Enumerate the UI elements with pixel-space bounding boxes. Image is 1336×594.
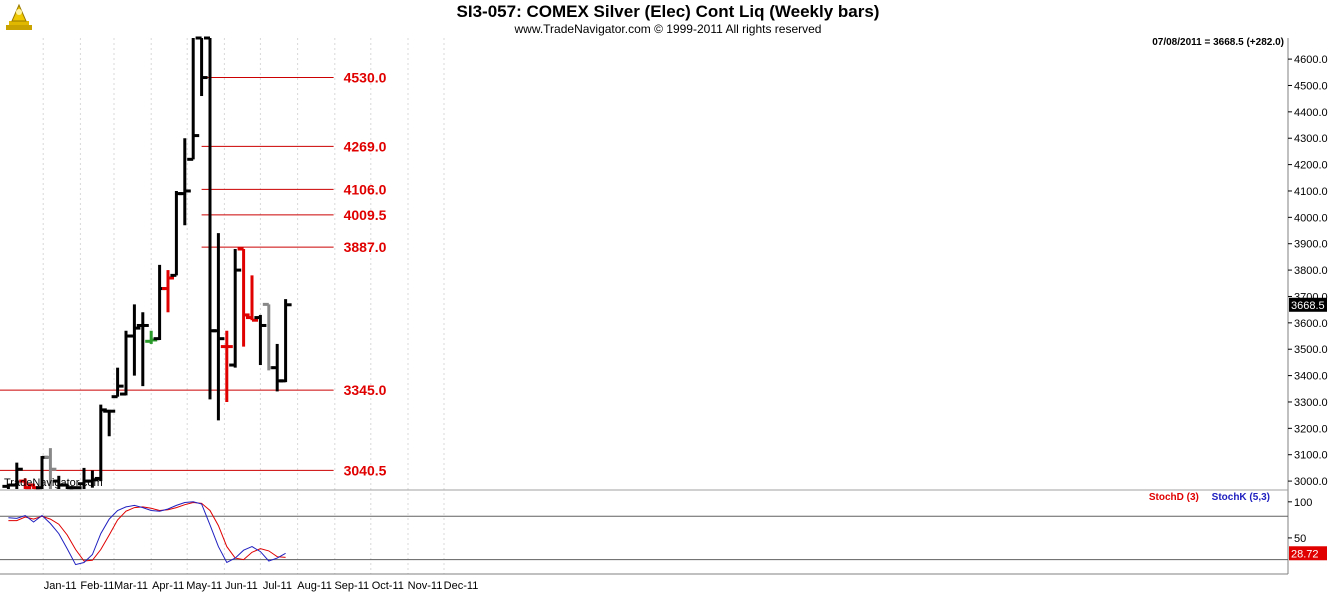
ohlc-bar [153,264,166,341]
price-tick-label: 4200.0 [1294,160,1328,172]
ohlc-bar [178,138,191,226]
level-label: 4530.0 [344,70,387,86]
trade-navigator-logo-icon [6,3,32,30]
watermark-text: TradeNavigator.com [4,477,103,489]
stochastic-panel: 100 50 [0,497,1312,566]
ohlc-bar [212,233,225,421]
last-price-tag: 3668.5 [1291,300,1325,312]
axis-tags: 3668.5 28.72 [1289,297,1327,561]
ohlc-bar [220,330,233,402]
ohlc-bar [195,36,208,97]
ohlc-bar [229,248,242,368]
legend-stoch-k: StochK (5,3) [1211,492,1270,503]
price-tick-label: 3300.0 [1294,397,1328,409]
level-label: 3345.0 [344,382,387,398]
ohlc-bar [187,38,200,161]
month-label: Feb-11 [80,580,114,592]
month-label: Oct-11 [372,580,404,592]
month-label: Dec-11 [444,580,479,592]
ohlc-bar [254,314,267,366]
price-tick-label: 4500.0 [1294,80,1328,92]
legend-stoch-d: StochD (3) [1148,492,1199,503]
price-readout: 07/08/2011 = 3668.5 (+282.0) [1152,37,1284,48]
price-tick-label: 3200.0 [1294,423,1328,435]
level-lines: 4530.0 4269.0 4106.0 4009.5 3887.0 3345.0 3040… [0,70,387,478]
time-axis: Jan-11 Feb-11 Mar-11 Apr-11 May-11 Jun-11 Jul-… [0,573,1288,592]
month-label: Aug-11 [297,580,332,592]
ohlc-bar [94,404,107,482]
price-tick-label: 3100.0 [1294,450,1328,462]
ohlc-bar [136,312,149,387]
ohlc-bar [44,448,57,489]
stoch-last-tag: 28.72 [1291,548,1319,560]
ohlc-bar [279,299,292,383]
ohlc-bar [204,36,216,400]
price-tick-label: 3000.0 [1294,476,1328,488]
level-label: 3887.0 [344,239,387,255]
month-label: Nov-11 [408,580,443,592]
ohlc-bar [111,367,124,399]
level-label: 4269.0 [344,138,387,154]
month-label: Apr-11 [152,580,184,592]
price-tick-label: 3900.0 [1294,239,1328,251]
price-tick-label: 3500.0 [1294,344,1328,356]
ohlc-bar [162,270,174,313]
chart-title: SI3-057: COMEX Silver (Elec) Cont Liq (W… [456,2,880,21]
stoch-tick-label: 100 [1294,497,1312,509]
stoch-legend: StochD (3) StochK (5,3) [1149,492,1270,503]
price-tick-label: 3400.0 [1294,371,1328,383]
month-label: Jun-11 [225,580,258,592]
price-tick-label: 4400.0 [1294,107,1328,119]
ohlc-bar [128,304,141,376]
month-label: Jul-11 [263,580,292,592]
price-axis: 3000.0 3100.0 3200.0 3300.0 3400.0 3500.0 3600… [0,38,1328,574]
ohlc-bar [103,409,116,437]
ohlc-bar [271,343,284,392]
stoch-k-line [8,501,286,566]
month-label: May-11 [186,580,222,592]
price-tick-label: 3600.0 [1294,318,1328,330]
ohlc-bar [10,462,23,489]
ohlc-bar [262,302,275,371]
price-tick-label: 4100.0 [1294,186,1328,198]
level-label: 4106.0 [344,181,387,197]
month-label: Mar-11 [114,580,148,592]
last-price-tag-bg [1289,297,1327,312]
price-tick-label: 4600.0 [1294,54,1328,66]
ohlc-bar [69,486,82,490]
level-label: 3040.5 [344,462,387,478]
stoch-d-line [8,501,286,562]
stoch-last-tag-bg [1289,546,1327,561]
stoch-tick-label: 50 [1294,533,1306,545]
month-label: Sep-11 [334,580,369,592]
ohlc-bar [19,478,32,490]
copyright-text: www.TradeNavigator.com © 1999-2011 All r… [514,22,822,36]
ohlc-bar [170,190,183,277]
ohlc-bar [246,275,258,322]
price-tick-label: 4300.0 [1294,133,1328,145]
ohlc-bars [2,36,292,490]
level-label: 4009.5 [344,207,387,223]
price-tick-label: 3800.0 [1294,265,1328,277]
month-label: Jan-11 [44,580,77,592]
ohlc-bar [237,247,250,347]
price-tick-label: 4000.0 [1294,212,1328,224]
